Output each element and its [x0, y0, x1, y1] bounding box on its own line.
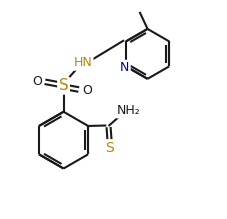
- Text: NH₂: NH₂: [117, 104, 141, 117]
- Text: N: N: [120, 61, 129, 74]
- Text: HN: HN: [74, 57, 92, 69]
- Text: S: S: [59, 78, 68, 93]
- Text: O: O: [82, 84, 92, 97]
- Text: S: S: [105, 141, 114, 155]
- Text: O: O: [32, 75, 42, 88]
